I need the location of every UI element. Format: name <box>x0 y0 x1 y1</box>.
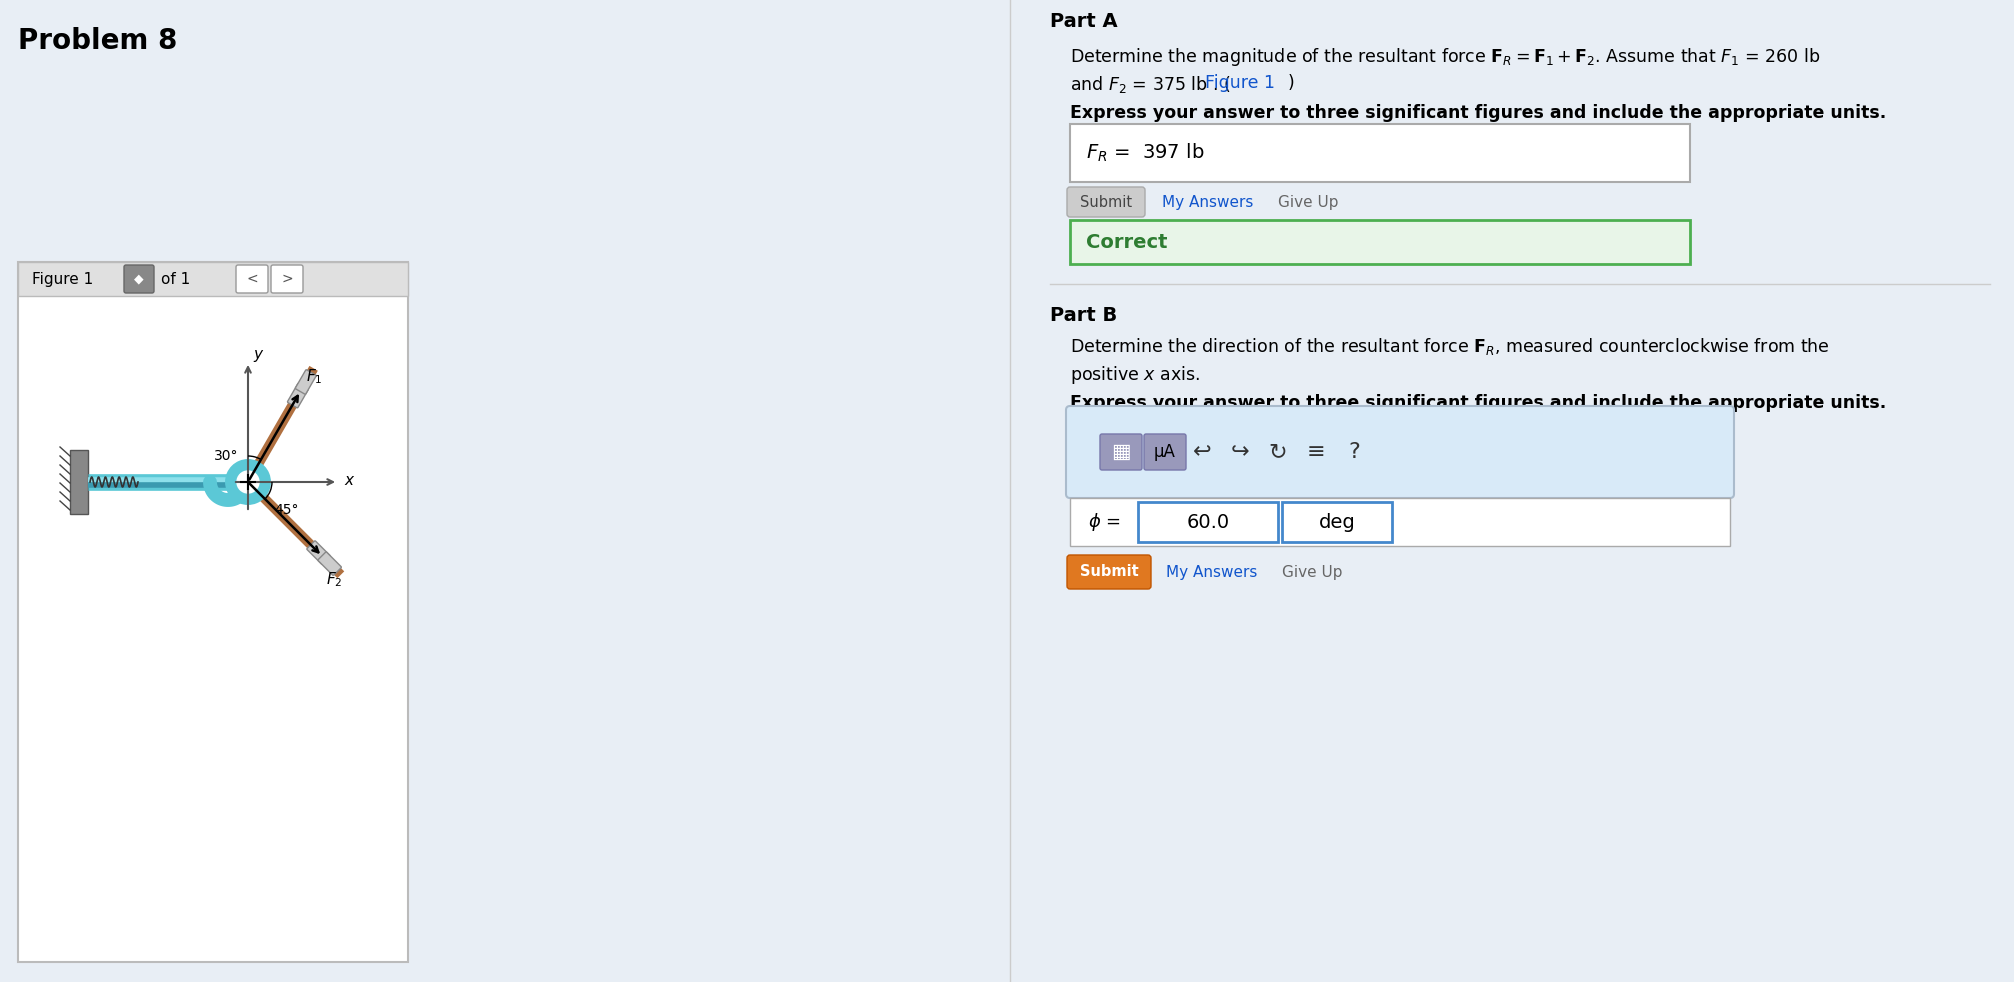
FancyBboxPatch shape <box>318 552 340 575</box>
Text: $F_1$: $F_1$ <box>306 367 322 386</box>
Text: μA: μA <box>1154 443 1176 461</box>
Text: Determine the direction of the resultant force $\mathbf{F}_R$, measured counterc: Determine the direction of the resultant… <box>1069 336 1831 357</box>
Text: ): ) <box>1289 74 1295 92</box>
Text: >: > <box>282 272 292 286</box>
Text: Submit: Submit <box>1080 565 1138 579</box>
Text: $\phi$ =: $\phi$ = <box>1088 511 1120 533</box>
Text: ?: ? <box>1347 442 1359 462</box>
Text: $F_R$ =  397 lb: $F_R$ = 397 lb <box>1086 141 1204 164</box>
FancyBboxPatch shape <box>1283 502 1392 542</box>
Text: <: < <box>246 272 258 286</box>
Text: 45°: 45° <box>274 503 298 517</box>
Text: of 1: of 1 <box>161 271 189 287</box>
Text: Express your answer to three significant figures and include the appropriate uni: Express your answer to three significant… <box>1069 104 1887 122</box>
Text: Submit: Submit <box>1080 194 1132 209</box>
FancyBboxPatch shape <box>18 262 409 296</box>
Text: Give Up: Give Up <box>1279 194 1339 209</box>
FancyBboxPatch shape <box>1069 124 1690 182</box>
Text: Part A: Part A <box>1049 12 1118 31</box>
Circle shape <box>238 471 260 493</box>
FancyBboxPatch shape <box>236 265 268 293</box>
Text: My Answers: My Answers <box>1162 194 1253 209</box>
Text: Part B: Part B <box>1049 306 1118 325</box>
FancyBboxPatch shape <box>1100 434 1142 470</box>
Text: x: x <box>344 472 352 487</box>
Text: Correct: Correct <box>1086 233 1168 251</box>
Text: ↪: ↪ <box>1231 442 1249 462</box>
Text: ◆: ◆ <box>135 272 143 286</box>
Text: positive $x$ axis.: positive $x$ axis. <box>1069 364 1200 386</box>
Text: deg: deg <box>1319 513 1355 531</box>
Text: and $F_2$ = 375 lb . (: and $F_2$ = 375 lb . ( <box>1069 74 1231 95</box>
Text: $F_2$: $F_2$ <box>326 571 342 589</box>
FancyBboxPatch shape <box>1144 434 1186 470</box>
FancyBboxPatch shape <box>272 265 302 293</box>
FancyBboxPatch shape <box>1067 555 1150 589</box>
FancyBboxPatch shape <box>1069 498 1730 546</box>
FancyBboxPatch shape <box>1065 406 1734 498</box>
FancyBboxPatch shape <box>296 370 316 394</box>
FancyBboxPatch shape <box>1069 220 1690 264</box>
Text: Figure 1: Figure 1 <box>1204 74 1275 92</box>
Text: 30°: 30° <box>213 449 238 463</box>
Text: ↻: ↻ <box>1269 442 1287 462</box>
Text: y: y <box>254 347 262 361</box>
Text: ▦: ▦ <box>1112 442 1132 462</box>
FancyBboxPatch shape <box>1067 187 1146 217</box>
Text: Give Up: Give Up <box>1283 565 1343 579</box>
Text: Figure 1: Figure 1 <box>32 271 93 287</box>
FancyBboxPatch shape <box>18 262 409 962</box>
Text: Determine the magnitude of the resultant force $\mathbf{F}_R = \mathbf{F}_1 + \m: Determine the magnitude of the resultant… <box>1069 46 1821 68</box>
Text: ≡: ≡ <box>1307 442 1325 462</box>
FancyBboxPatch shape <box>306 541 330 565</box>
Text: ↩: ↩ <box>1192 442 1210 462</box>
FancyBboxPatch shape <box>288 383 308 408</box>
Text: 60.0: 60.0 <box>1186 513 1231 531</box>
FancyBboxPatch shape <box>125 265 153 293</box>
FancyBboxPatch shape <box>1138 502 1279 542</box>
Text: Problem 8: Problem 8 <box>18 27 177 55</box>
Bar <box>70 450 89 514</box>
Text: Express your answer to three significant figures and include the appropriate uni: Express your answer to three significant… <box>1069 394 1887 412</box>
Text: My Answers: My Answers <box>1166 565 1257 579</box>
